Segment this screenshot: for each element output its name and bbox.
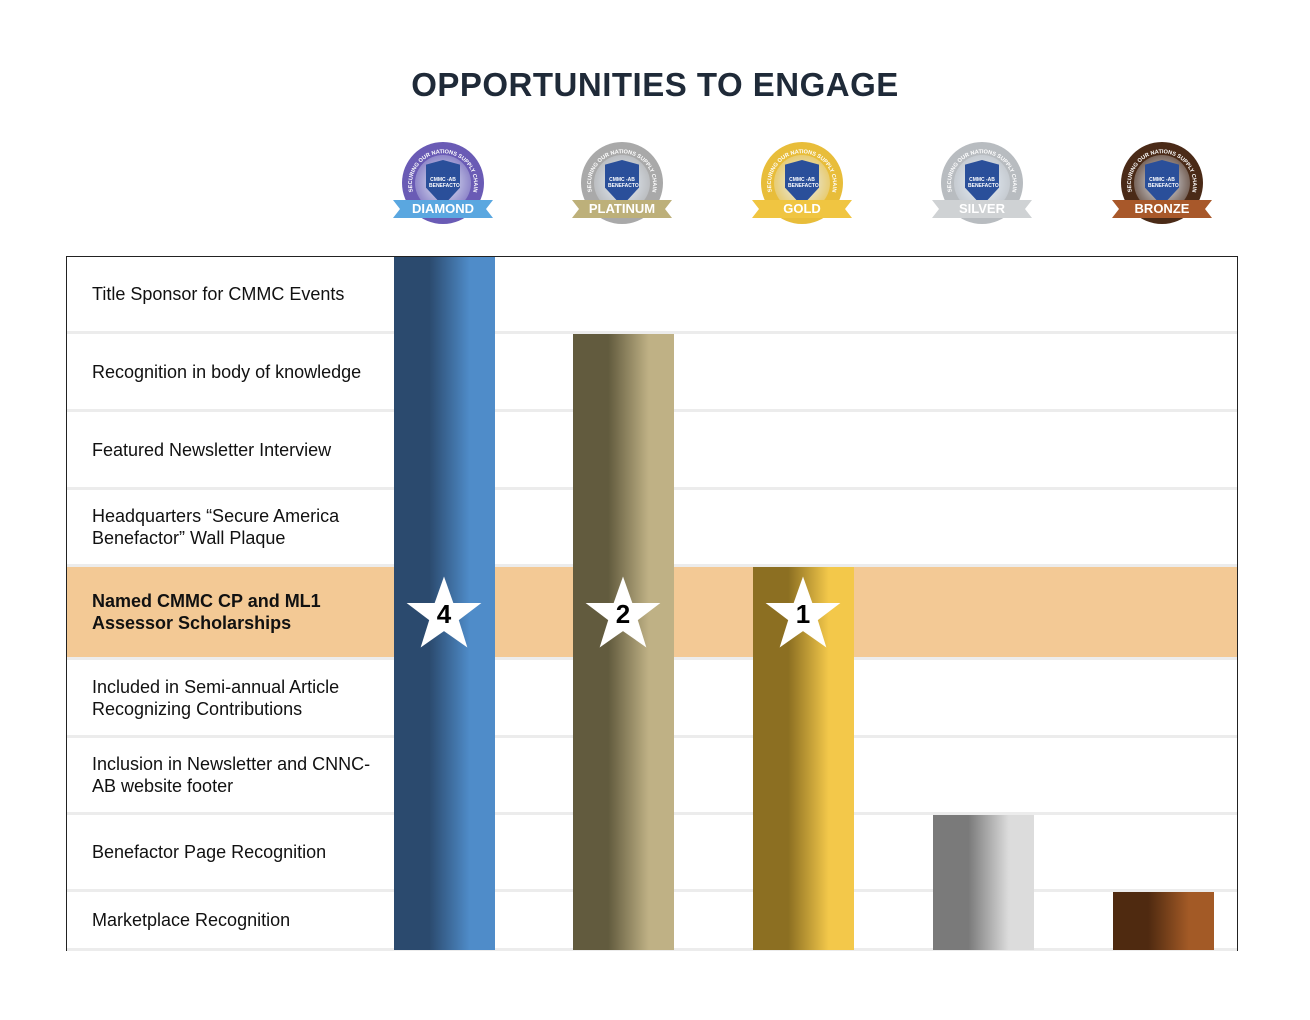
bar-diamond: 4	[394, 257, 495, 950]
bar-silver	[933, 815, 1034, 950]
bar-gold: 1	[753, 567, 854, 950]
bar-platinum: 2	[573, 334, 674, 950]
badge-diamond: SECURING OUR NATIONS SUPPLY CHAIN CMMC -…	[388, 140, 498, 235]
scholarship-count: 2	[615, 599, 631, 629]
scholarship-count: 1	[795, 599, 811, 629]
badge-label: PLATINUM	[572, 200, 672, 218]
badge-label: SILVER	[932, 200, 1032, 218]
shield-icon: CMMC -AB BENEFACTOR	[605, 160, 639, 206]
badge-gold: SECURING OUR NATIONS SUPPLY CHAIN CMMC -…	[747, 140, 857, 235]
benefit-label: Headquarters “Secure America Benefactor”…	[92, 506, 340, 548]
star-icon: 1	[764, 575, 842, 649]
benefit-label: Marketplace Recognition	[92, 910, 291, 930]
bar-bronze	[1113, 892, 1214, 950]
benefits-table: Title Sponsor for CMMC Events Recognition…	[66, 256, 1238, 951]
scholarship-count: 4	[436, 599, 452, 629]
shield-text: CMMC -AB BENEFACTOR	[788, 177, 823, 189]
benefit-label: Recognition in body of knowledge	[92, 361, 362, 382]
badge-silver: SECURING OUR NATIONS SUPPLY CHAIN CMMC -…	[927, 140, 1037, 235]
benefit-label: Included in Semi-annual Article Recogniz…	[92, 676, 340, 719]
shield-text: CMMC -AB BENEFACTOR	[608, 177, 643, 189]
table-row: Title Sponsor for CMMC Events	[67, 257, 1237, 334]
badge-label: DIAMOND	[393, 200, 493, 218]
shield-text: CMMC -AB BENEFACTOR	[968, 177, 1003, 189]
badge-label: GOLD	[752, 200, 852, 218]
star-icon: 2	[584, 575, 662, 649]
badge-platinum: SECURING OUR NATIONS SUPPLY CHAIN CMMC -…	[567, 140, 677, 235]
benefit-label: Named CMMC CP and ML1 Assessor Scholarsh…	[92, 591, 321, 633]
shield-text: CMMC -AB BENEFACTOR	[1148, 177, 1183, 189]
benefit-label: Benefactor Page Recognition	[92, 842, 327, 862]
benefit-label: Featured Newsletter Interview	[92, 439, 332, 460]
badge-bronze: SECURING OUR NATIONS SUPPLY CHAIN CMMC -…	[1107, 140, 1217, 235]
star-icon: 4	[405, 575, 483, 649]
page-title: OPPORTUNITIES TO ENGAGE	[411, 66, 899, 103]
benefit-label: Title Sponsor for CMMC Events	[92, 284, 345, 304]
shield-text: CMMC -AB BENEFACTOR	[429, 177, 464, 189]
benefit-label: Inclusion in Newsletter and CNNC-AB webs…	[92, 754, 371, 796]
badge-label: BRONZE	[1112, 200, 1212, 218]
